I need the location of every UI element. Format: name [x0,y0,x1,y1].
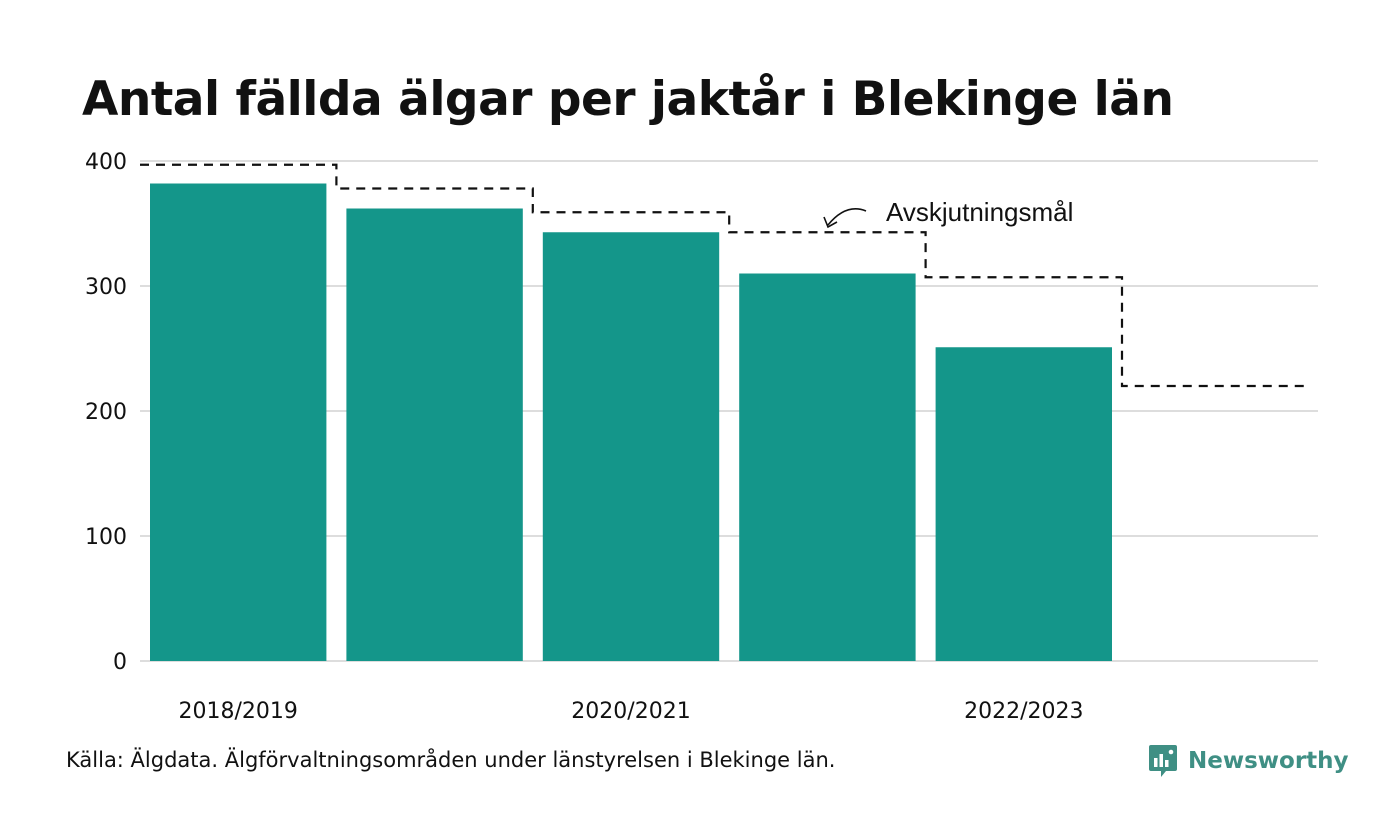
bars [150,183,1112,661]
brand-name: Newsworthy [1188,748,1349,774]
x-tick-label: 2022/2023 [964,699,1083,724]
newsworthy-logo-icon [1149,745,1177,777]
bar [935,347,1112,661]
bar [739,273,916,661]
annotation-arrow-icon [823,208,867,229]
bar [150,183,327,661]
source-note: Källa: Älgdata. Älgförvaltningsområden u… [66,748,836,772]
chart-title: Antal fällda älgar per jaktår i Blekinge… [82,72,1174,127]
target-annotation: Avskjutningsmål [823,197,1073,229]
y-tick-label: 100 [85,525,127,550]
x-tick-label: 2018/2019 [179,699,298,724]
y-tick-label: 300 [85,275,127,300]
bar [346,208,523,661]
bar [542,232,720,661]
y-tick-label: 400 [85,150,127,175]
x-tick-label: 2020/2021 [571,699,690,724]
y-tick-label: 200 [85,400,127,425]
grid-lines [140,160,1318,662]
y-tick-label: 0 [113,650,127,675]
target-label: Avskjutningsmål [886,197,1073,227]
y-axis-ticks: 0 100 200 300 400 [85,150,127,675]
x-axis-ticks: 2018/2019 2020/2021 2022/2023 [179,699,1084,724]
brand: Newsworthy [1148,742,1349,780]
target-line [140,163,1310,388]
target-step-line [140,163,1310,388]
